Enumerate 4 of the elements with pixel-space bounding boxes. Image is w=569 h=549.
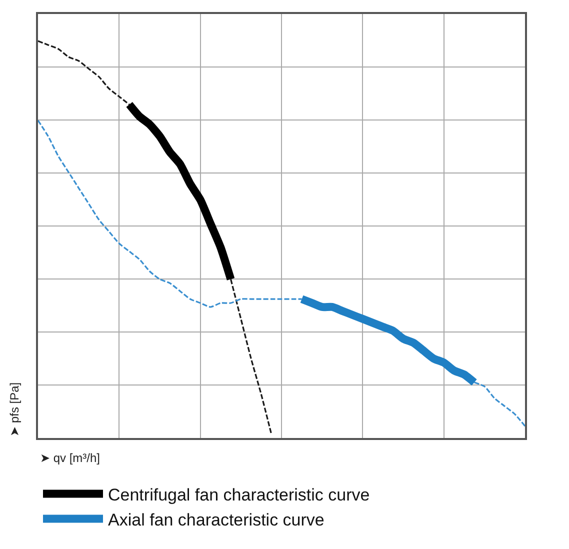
y-axis-title: ➤ pfs [Pa] — [7, 382, 22, 436]
legend-label: Centrifugal fan characteristic curve — [108, 485, 370, 504]
legend-label: Axial fan characteristic curve — [108, 510, 324, 530]
x-axis-title: ➤ qv [m³/h] — [40, 451, 100, 465]
